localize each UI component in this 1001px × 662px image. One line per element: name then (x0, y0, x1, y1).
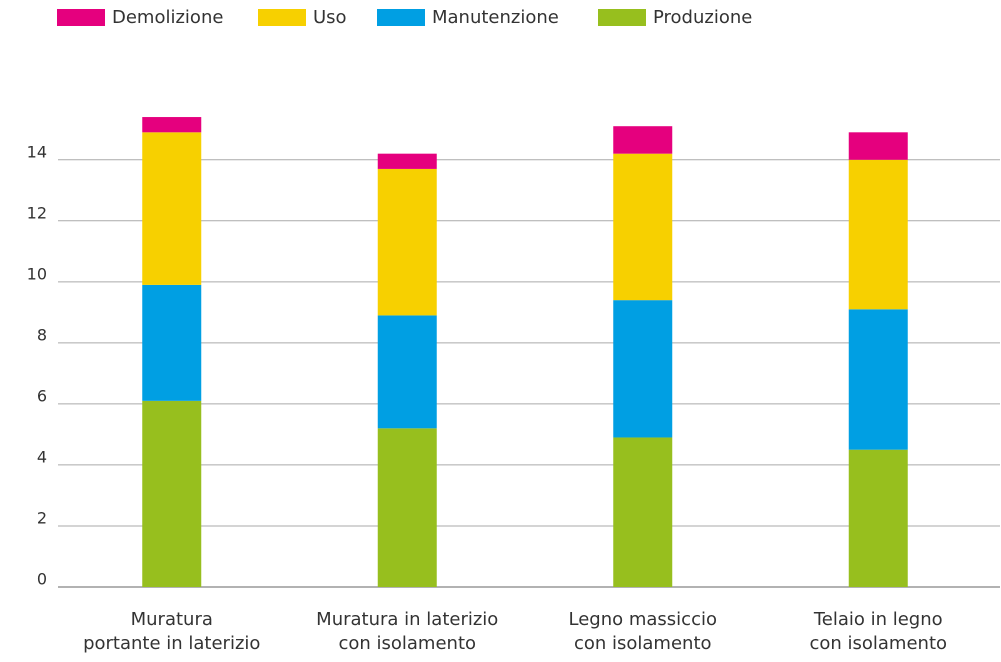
bar-segment (377, 168, 437, 316)
bar-segment (142, 284, 202, 401)
legend-swatch (598, 9, 646, 26)
legend-swatch (258, 9, 306, 26)
x-tick-label: con isolamento (338, 633, 476, 654)
bar-segment (613, 300, 673, 438)
bar-segment (848, 309, 908, 450)
bar-segment (613, 153, 673, 301)
legend-swatch (377, 9, 425, 26)
legend-swatch (57, 9, 105, 26)
bar-segment (848, 132, 908, 160)
legend-label: Produzione (653, 7, 752, 28)
x-tick-label: Legno massiccio (569, 609, 717, 630)
y-tick-label: 2 (37, 508, 47, 527)
y-tick-label: 10 (27, 264, 47, 283)
bar-segment (142, 132, 202, 285)
y-tick-label: 4 (37, 447, 47, 466)
bar-segment (142, 117, 202, 133)
bar-segment (377, 315, 437, 429)
x-tick-label: con isolamento (809, 633, 947, 654)
y-tick-label: 14 (27, 142, 47, 161)
y-tick-label: 0 (37, 570, 47, 589)
x-tick-label: con isolamento (574, 633, 712, 654)
bar-segment (377, 428, 437, 587)
x-tick-label: portante in laterizio (83, 633, 260, 654)
bar-segment (613, 437, 673, 587)
y-tick-label: 12 (27, 203, 47, 222)
bar-segment (613, 126, 673, 154)
x-tick-label: Telaio in legno (813, 609, 943, 630)
y-tick-label: 6 (37, 386, 47, 405)
y-tick-label: 8 (37, 325, 47, 344)
bar-segment (848, 449, 908, 587)
legend-label: Demolizione (112, 7, 223, 28)
legend-label: Uso (313, 7, 347, 28)
x-tick-label: Muratura (131, 609, 213, 630)
bar-segment (377, 153, 437, 169)
bar-segment (142, 400, 202, 587)
bar-segment (848, 159, 908, 310)
x-tick-label: Muratura in laterizio (316, 609, 498, 630)
legend-label: Manutenzione (432, 7, 559, 28)
